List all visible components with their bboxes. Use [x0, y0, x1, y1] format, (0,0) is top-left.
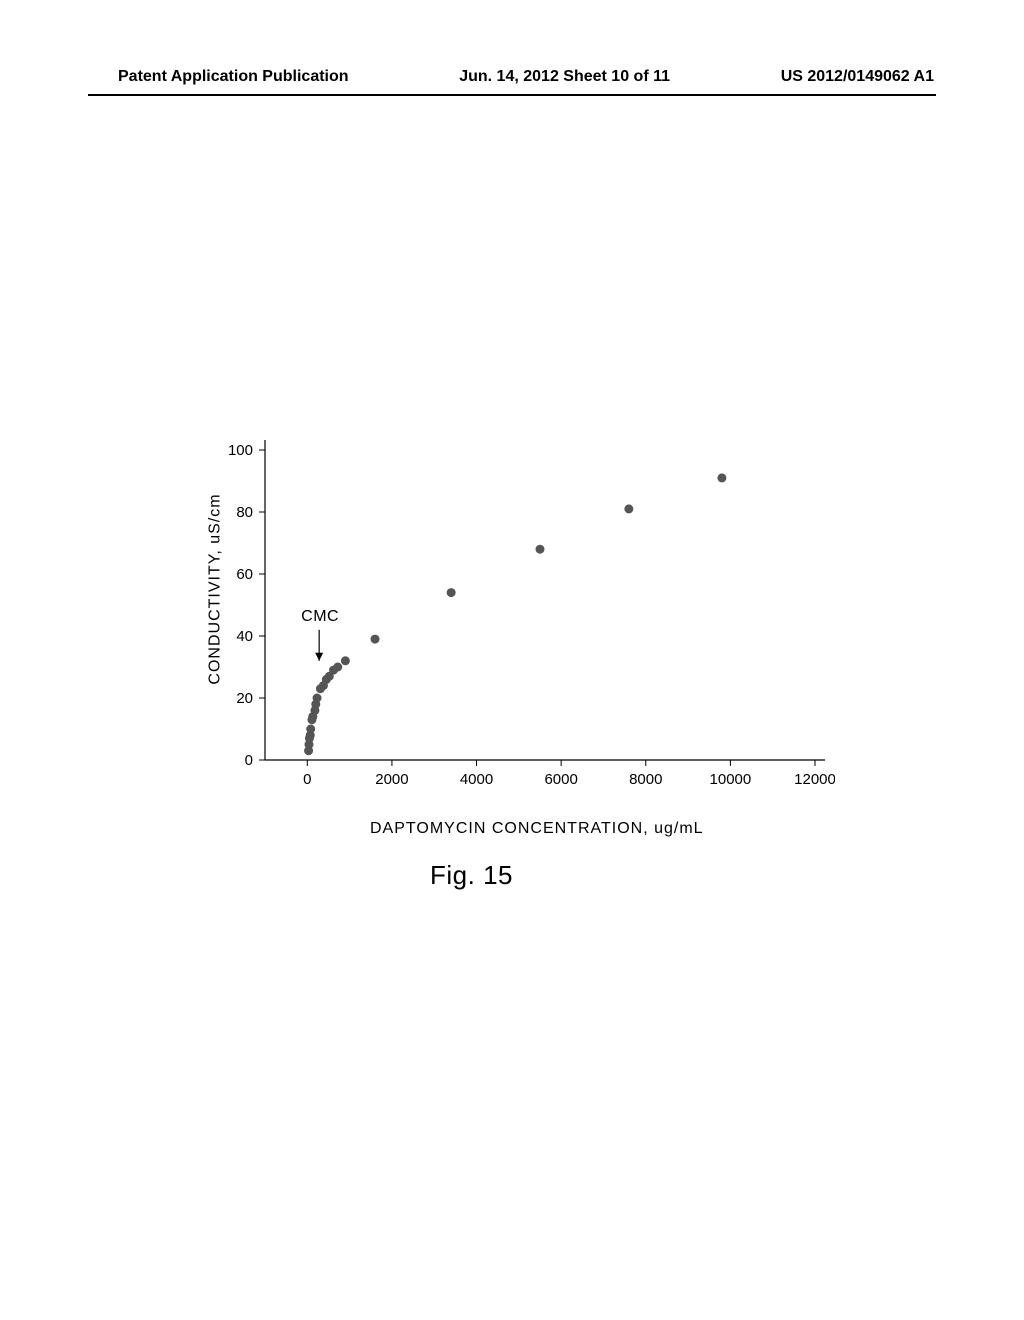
scatter-chart: 0 20 40 60 80 100 0 2000 4000 6000 8000 10000 12000	[195, 430, 835, 830]
svg-text:4000: 4000	[460, 771, 493, 788]
svg-text:80: 80	[236, 504, 253, 521]
header-divider	[88, 94, 936, 96]
svg-text:0: 0	[303, 771, 311, 788]
header-publication-type: Patent Application Publication	[118, 68, 349, 86]
svg-text:12000: 12000	[794, 771, 835, 788]
header-publication-number: US 2012/0149062 A1	[781, 68, 934, 86]
page-header: Patent Application Publication Jun. 14, …	[118, 68, 934, 86]
cmc-annotation-label: CMC	[301, 608, 339, 626]
svg-text:40: 40	[236, 628, 253, 645]
svg-text:20: 20	[236, 690, 253, 707]
svg-text:100: 100	[228, 442, 253, 459]
svg-text:6000: 6000	[544, 771, 577, 788]
svg-text:0: 0	[245, 752, 253, 769]
svg-text:2000: 2000	[375, 771, 408, 788]
svg-text:60: 60	[236, 566, 253, 583]
chart-svg: 0 20 40 60 80 100 0 2000 4000 6000 8000 10000 12000	[195, 430, 835, 830]
svg-text:8000: 8000	[629, 771, 662, 788]
header-date-sheet: Jun. 14, 2012 Sheet 10 of 11	[459, 68, 670, 86]
svg-text:10000: 10000	[710, 771, 752, 788]
figure-caption: Fig. 15	[430, 860, 513, 891]
